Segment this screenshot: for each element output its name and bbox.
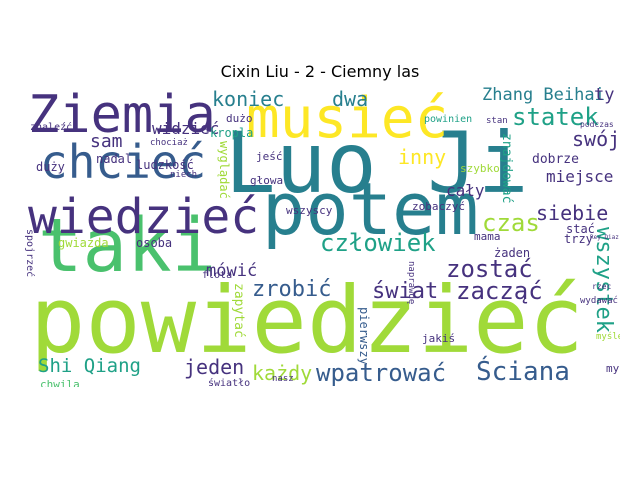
word-duzo: dużo	[226, 112, 253, 125]
word-powinien: powinien	[424, 114, 473, 125]
word-zostac: zostać	[446, 255, 533, 283]
word-swiatlo: światło	[208, 378, 251, 388]
word-siebie: siebie	[536, 201, 609, 225]
word-rzec: rzec	[592, 282, 612, 291]
word-swoj: swój	[572, 127, 620, 151]
word-znajdowac: znajdować	[499, 133, 514, 204]
word-sciana: Ściana	[476, 357, 570, 387]
word-zaczac: zacząć	[456, 277, 543, 305]
word-zhang-beihai: Zhang Beihai	[482, 87, 605, 105]
word-zapytac: zapytać	[231, 283, 246, 338]
word-dobrze: dobrze	[532, 152, 579, 167]
word-stac: stać	[566, 222, 595, 236]
word-zrobic: zrobić	[252, 277, 332, 302]
word-ty: ty	[594, 87, 615, 105]
word-wiedziec: wiedzieć	[28, 189, 260, 245]
word-luo-ji: Luo Ji	[225, 114, 529, 212]
word-kropla: kropla	[210, 126, 254, 140]
word-flota: flota	[202, 270, 233, 281]
word-naprawde: naprawdę	[406, 261, 416, 305]
word-rey-diaz: Rey Diaz	[590, 234, 619, 241]
word-spojrzec: spojrzeć	[24, 229, 35, 278]
word-statek: statek	[512, 103, 599, 131]
word-wygladac: wyglądać	[217, 141, 231, 199]
word-wpatrowac: wpatrować	[316, 359, 447, 387]
word-wydawac: wydawać	[580, 296, 618, 306]
word-chciec: chcieć	[40, 135, 207, 189]
word-chociaz: chociaż	[150, 138, 188, 148]
word-zaden: żaden	[494, 246, 531, 260]
word-trzy: trzy	[564, 232, 593, 246]
word-czas: czas	[482, 209, 540, 237]
word-jeden: jeden	[184, 355, 245, 379]
word-myslec: myśleć	[596, 332, 620, 342]
word-znalezc: znaleźć	[30, 122, 73, 133]
word-niech: niech	[170, 170, 198, 180]
word-mowic: mówić	[206, 261, 258, 281]
word-szybko: szybko	[460, 162, 500, 175]
word-wszyscy: wszyscy	[286, 204, 333, 217]
word-swiat: świat	[372, 279, 439, 304]
word-miejsce: miejsce	[546, 167, 614, 186]
word-chwila: chwila	[40, 378, 80, 387]
word-mama: mama	[474, 230, 501, 243]
word-ziemia: Ziemia	[28, 87, 216, 145]
word-glowa: głowa	[250, 174, 284, 187]
chart-title: Cixin Liu - 2 - Ciemny las	[220, 62, 420, 81]
word-koniec: koniec	[212, 87, 285, 111]
word-podczas: podczas	[580, 120, 614, 129]
word-duzy: duży	[36, 160, 65, 174]
word-powiedziec: powiedzieć	[30, 267, 584, 374]
word-caly: cały	[446, 181, 485, 200]
word-cloud: powiedzieć Luo Ji potem taki musieć Ziem…	[20, 87, 620, 387]
word-widziec: widzieć	[152, 119, 220, 138]
word-wszystek: wszystek	[591, 227, 616, 333]
word-inny: inny	[398, 145, 447, 169]
word-musiec: musieć	[246, 87, 449, 151]
word-nadal: nadal	[96, 152, 133, 166]
word-sam: sam	[90, 131, 123, 152]
word-taki: taki	[38, 203, 217, 289]
word-potem: potem	[262, 167, 479, 251]
word-mysl: myśl	[606, 362, 620, 375]
word-jakis: jakiś	[422, 332, 456, 345]
word-gwiazda: gwiazda	[58, 236, 109, 250]
word-kazdy: każdy	[252, 361, 313, 385]
word-stan: stan	[486, 116, 508, 126]
word-osoba: osoba	[136, 236, 173, 250]
word-jesc: jeść	[256, 150, 283, 163]
word-czlowiek: człowiek	[320, 229, 436, 257]
word-pierwszy: pierwszy	[357, 307, 371, 365]
word-dwa: dwa	[332, 87, 369, 111]
word-shi-qiang: Shi Qiang	[38, 355, 141, 377]
word-ludzkosc: ludzkość	[136, 158, 194, 172]
word-nasz: nasz	[272, 374, 294, 384]
word-zobaczyc: zobaczyć	[412, 200, 465, 213]
